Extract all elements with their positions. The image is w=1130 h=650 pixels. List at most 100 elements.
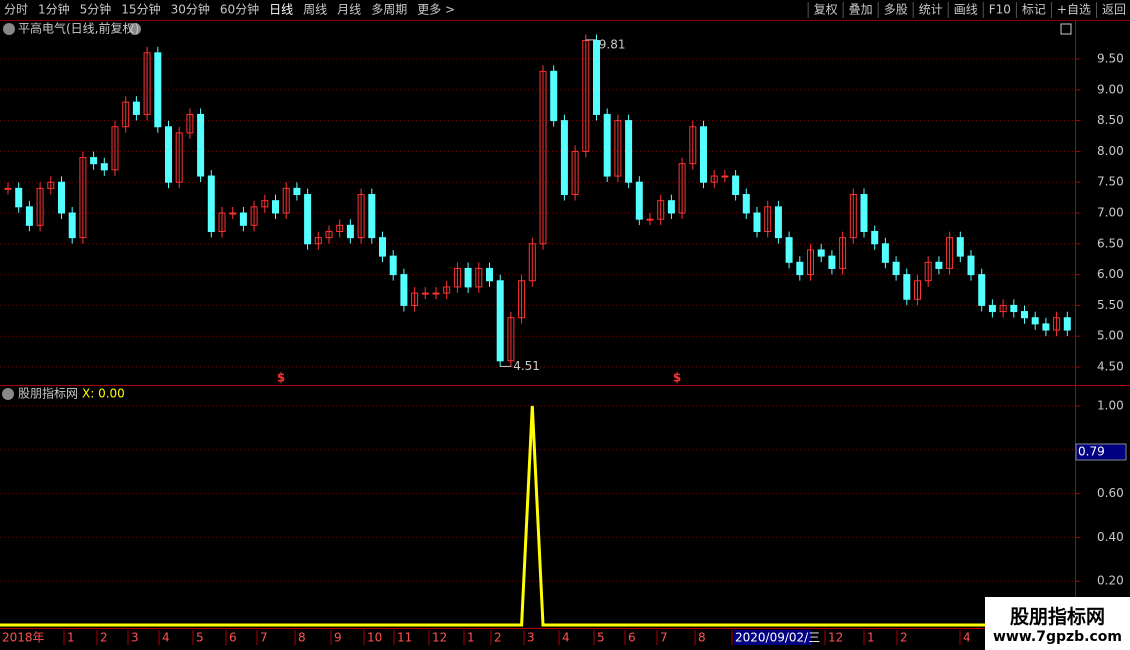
candle bbox=[903, 274, 911, 300]
toolbar-button[interactable]: 周线 bbox=[303, 3, 327, 17]
toolbar-button[interactable]: +自选 bbox=[1057, 3, 1091, 17]
candle bbox=[1063, 317, 1071, 331]
y-tick-label: 0.20 bbox=[1097, 574, 1124, 588]
y-tick-label: 5.00 bbox=[1097, 329, 1124, 343]
toolbar-button[interactable]: 叠加 bbox=[849, 3, 873, 17]
candle bbox=[218, 212, 226, 232]
y-tick-label: 1.00 bbox=[1097, 399, 1124, 413]
candle bbox=[400, 274, 408, 306]
toolbar-button[interactable]: 日线 bbox=[269, 3, 293, 17]
toolbar-button[interactable]: 统计 bbox=[919, 3, 943, 17]
y-tick-label: 8.50 bbox=[1097, 113, 1124, 127]
candle bbox=[828, 255, 836, 269]
toolbar-button[interactable]: 1分钟 bbox=[38, 2, 70, 17]
candle bbox=[25, 206, 33, 226]
candle bbox=[58, 181, 65, 214]
menu-icon[interactable] bbox=[3, 23, 15, 35]
candle bbox=[999, 304, 1007, 313]
candle bbox=[143, 52, 151, 115]
candle bbox=[849, 194, 857, 239]
watermark-url: www.7gpzb.com bbox=[992, 629, 1122, 645]
candle bbox=[336, 224, 344, 232]
candle bbox=[667, 200, 675, 214]
candle bbox=[304, 194, 312, 245]
candle bbox=[924, 261, 932, 282]
indicator-legend: X: 0.00 bbox=[82, 387, 125, 401]
candle bbox=[614, 120, 622, 177]
date-highlight bbox=[734, 630, 812, 645]
y-tick-label: 4.50 bbox=[1097, 360, 1124, 374]
candle bbox=[657, 200, 665, 220]
candle bbox=[154, 52, 162, 128]
candle bbox=[753, 212, 761, 232]
candle bbox=[518, 280, 526, 319]
x-tick-label: 3 bbox=[131, 631, 139, 645]
candle bbox=[68, 212, 76, 239]
candle bbox=[914, 280, 921, 300]
cursor-label: 0.79 bbox=[1078, 444, 1105, 458]
candle bbox=[871, 230, 879, 245]
toolbar-button[interactable]: 复权 bbox=[814, 3, 838, 17]
candle bbox=[79, 157, 87, 239]
candle bbox=[796, 261, 804, 276]
x-tick-label: 1 bbox=[67, 631, 75, 645]
candle bbox=[988, 304, 996, 313]
watermark: 股朋指标网 www.7gpzb.com bbox=[985, 597, 1130, 650]
toolbar-bg bbox=[0, 0, 1130, 20]
toolbar-button[interactable]: 60分钟 bbox=[220, 2, 259, 17]
toolbar-button[interactable]: 更多 > bbox=[417, 3, 455, 17]
x-tick-label: 1 bbox=[867, 631, 875, 645]
y-tick-label: 0.40 bbox=[1097, 530, 1124, 544]
candle bbox=[978, 274, 986, 306]
candle bbox=[635, 181, 643, 220]
toolbar-button[interactable]: F10 bbox=[989, 3, 1011, 17]
x-tick-label: 2 bbox=[494, 631, 502, 645]
candle bbox=[486, 267, 493, 282]
candle bbox=[764, 206, 772, 232]
candle bbox=[956, 237, 964, 257]
x-tick-label: 10 bbox=[367, 631, 382, 645]
x-tick-label: 6 bbox=[229, 631, 237, 645]
y-tick-label: 9.00 bbox=[1097, 82, 1124, 96]
x-tick-label: 12 bbox=[432, 631, 447, 645]
toolbar-button[interactable]: 多周期 bbox=[371, 3, 407, 17]
candle bbox=[207, 175, 215, 232]
candle bbox=[314, 237, 322, 245]
watermark-title: 股朋指标网 bbox=[1009, 606, 1105, 628]
candle bbox=[325, 230, 333, 239]
candle bbox=[357, 194, 365, 239]
toolbar-button[interactable]: 返回 bbox=[1102, 3, 1126, 17]
candle bbox=[368, 194, 376, 239]
candle bbox=[860, 194, 868, 232]
x-tick-label: 5 bbox=[597, 631, 605, 645]
toolbar-button[interactable]: 标记 bbox=[1022, 3, 1046, 17]
toolbar-button[interactable]: 30分钟 bbox=[171, 2, 210, 17]
x-tick-label: 8 bbox=[298, 631, 306, 645]
candle bbox=[721, 175, 729, 178]
x-tick-label: 7 bbox=[260, 631, 268, 645]
toolbar-button[interactable]: 5分钟 bbox=[80, 2, 112, 17]
candle bbox=[839, 237, 847, 269]
signal-marker: $ bbox=[673, 371, 681, 385]
toolbar-button[interactable]: 多股 bbox=[884, 3, 908, 17]
candle bbox=[700, 126, 707, 183]
toolbar-button[interactable]: 画线 bbox=[954, 3, 978, 17]
menu-icon[interactable] bbox=[2, 388, 14, 400]
toolbar-button[interactable]: 月线 bbox=[337, 3, 361, 17]
candle bbox=[197, 113, 205, 177]
candle bbox=[892, 261, 900, 276]
toolbar-button[interactable]: 15分钟 bbox=[121, 2, 160, 17]
y-tick-label: 9.50 bbox=[1097, 52, 1124, 66]
candle bbox=[475, 267, 483, 288]
tool-icon[interactable] bbox=[1060, 23, 1072, 35]
candle bbox=[539, 70, 547, 245]
toolbar-button[interactable]: 分时 bbox=[4, 3, 28, 17]
candle bbox=[346, 224, 354, 239]
candle bbox=[250, 206, 258, 226]
candle bbox=[1010, 304, 1018, 313]
candle bbox=[1042, 323, 1050, 331]
candle bbox=[646, 218, 654, 221]
dropdown-icon[interactable] bbox=[129, 23, 141, 35]
candle bbox=[165, 126, 172, 183]
